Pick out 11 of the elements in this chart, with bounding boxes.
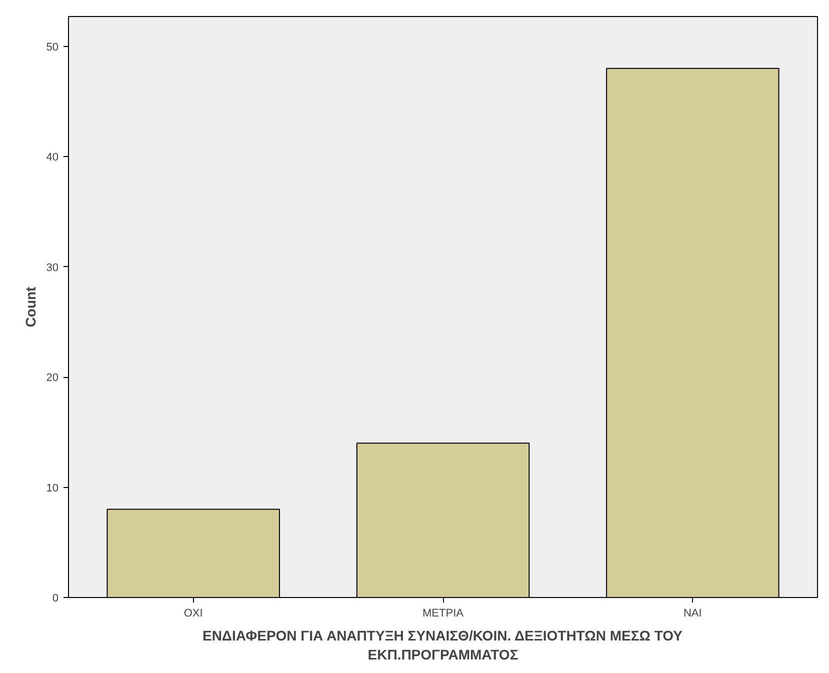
x-tick-label: ΝΑΙ [684, 608, 702, 620]
x-tick-label: ΜΕΤΡΙΑ [422, 608, 464, 620]
y-tick-label: 20 [46, 372, 59, 384]
x-tick-label: ΟΧΙ [184, 608, 203, 620]
y-tick-label: 50 [46, 41, 59, 54]
x-axis-title: ΕΝΔΙΑΦΕΡΟΝ ΓΙΑ ΑΝΑΠΤΥΞΗ ΣΥΝΑΙΣΘ/ΚΟΙΝ. ΔΕΞΙΟΤΗΤΩΝ ΜΕΣΩ ΤΟΥ ΕΚΠ.ΠΡΟΓΡΑΜΜΑΤΟΣ [202, 628, 684, 663]
y-tick-label: 30 [46, 262, 59, 274]
y-tick-label: 40 [46, 152, 59, 164]
y-tick-label: 10 [46, 482, 59, 494]
y-tick-label: 0 [52, 592, 59, 604]
y-axis-title: Count [22, 286, 38, 328]
